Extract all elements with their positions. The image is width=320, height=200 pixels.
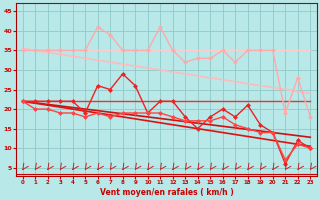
X-axis label: Vent moyen/en rafales ( km/h ): Vent moyen/en rafales ( km/h ) <box>100 188 233 197</box>
